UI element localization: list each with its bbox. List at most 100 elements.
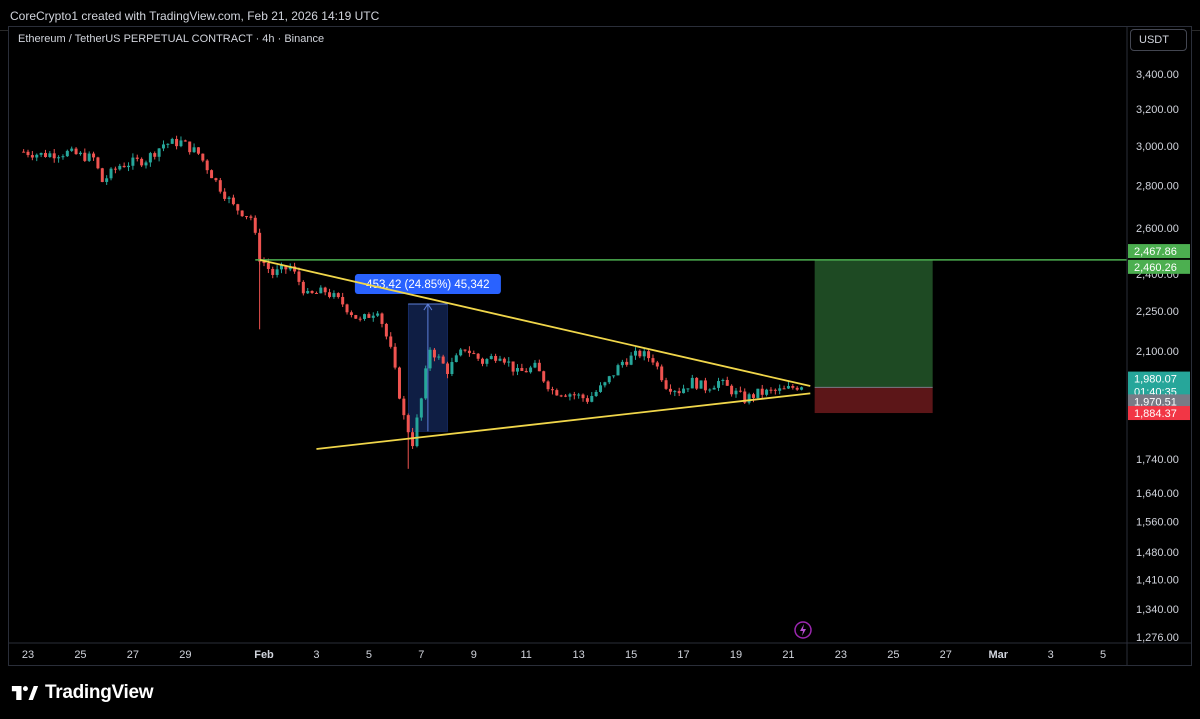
candle-down [336,293,340,298]
candle-up [756,388,760,398]
candle-up [765,389,769,395]
y-tick-label: 1,560.00 [1136,517,1179,529]
candle-up [363,314,367,319]
candle-down [122,165,126,168]
currency-button[interactable]: USDT [1130,29,1187,51]
candle-down [638,350,642,357]
price-label: 1,884.37 [1134,408,1177,420]
y-tick-label: 3,200.00 [1136,104,1179,116]
x-tick-label: 11 [521,649,532,661]
candle-down [520,368,524,371]
candle-down [196,147,200,154]
candle-down [297,271,301,282]
candle-down [358,318,362,320]
candle-down [183,140,187,142]
candle-down [511,361,515,372]
candle-down [791,386,795,388]
candle-up [35,154,39,158]
candle-up [419,398,423,418]
symbol-title[interactable]: Ethereum / TetherUS PERPETUAL CONTRACT ·… [18,33,325,45]
candle-up [170,138,174,144]
candle-up [682,388,686,394]
y-tick-label: 1,640.00 [1136,488,1179,500]
triangle-lower-trendline [316,392,811,450]
x-tick-label: 3 [313,649,319,661]
attribution-text: CoreCrypto1 created with TradingView.com… [10,9,380,23]
x-tick-label: 19 [730,649,742,661]
x-tick-label: Mar [988,649,1008,661]
candle-up [148,153,152,163]
candle-down [96,157,100,169]
candle-down [660,366,664,381]
candle-up [48,153,52,158]
candle-up [612,375,616,377]
candle-up [778,388,782,391]
candle-up [800,387,804,390]
triangle-upper-trendline [259,259,811,387]
y-tick-label: 2,600.00 [1136,223,1179,235]
x-tick-label: 23 [835,649,847,661]
candle-up [686,388,690,390]
candle-down [647,351,651,359]
candle-down [26,151,30,156]
candle-up [633,350,637,356]
candle-up [157,148,161,157]
candle-down [550,389,554,391]
candle-down [258,232,262,262]
candle-up [699,380,703,389]
candle-down [188,141,192,153]
x-tick-label: 7 [418,649,424,661]
x-tick-label: 13 [573,649,585,661]
candle-down [463,349,467,351]
candle-down [113,168,117,170]
candle-up [39,152,43,155]
candle-down [546,381,550,390]
candle-down [100,168,104,182]
tradingview-logo[interactable]: TradingView [10,682,154,704]
candle-down [655,362,659,367]
candle-down [384,323,388,337]
candle-down [432,349,436,358]
candle-up [57,157,61,159]
candle-down [481,358,485,364]
candle-down [389,336,393,347]
candle-up [515,368,519,372]
price-label-bg [1128,244,1190,259]
y-tick-label: 2,250.00 [1136,306,1179,318]
candle-down [323,287,327,293]
candle-down [406,415,410,433]
candle-up [306,290,310,294]
candle-up [590,395,594,402]
candle-down [314,292,318,294]
price-axis: 3,400.00 3,200.00 3,000.00 2,800.00 2,600.00… [1126,26,1179,666]
chart-frame[interactable] [8,26,1192,666]
candle-down [201,153,205,161]
candle-up [371,315,375,318]
candle-down [30,155,34,158]
candle-up [65,150,69,157]
candle-down [773,389,777,391]
y-tick-label: 3,000.00 [1136,141,1179,153]
candle-down [135,157,139,159]
candle-up [489,356,493,360]
candle-up [616,365,620,376]
x-tick-label: 25 [74,649,86,661]
candle-down [795,387,799,390]
candle-down [476,353,480,359]
candle-down [205,160,209,171]
measure-label-bg [354,274,501,295]
candle-up [454,355,458,363]
candle-down [52,153,56,159]
candle-down [625,361,629,365]
candle-down [572,394,576,396]
footer [0,666,1200,719]
lightning-icon[interactable] [793,620,813,640]
measure-label: 453.42 (24.85%) 45,342 [366,279,489,291]
candle-up [712,387,716,390]
candle-up [87,153,91,161]
candle-up [721,379,725,382]
candle-up [603,382,607,386]
candle-up [376,313,380,316]
candle-down [677,391,681,394]
